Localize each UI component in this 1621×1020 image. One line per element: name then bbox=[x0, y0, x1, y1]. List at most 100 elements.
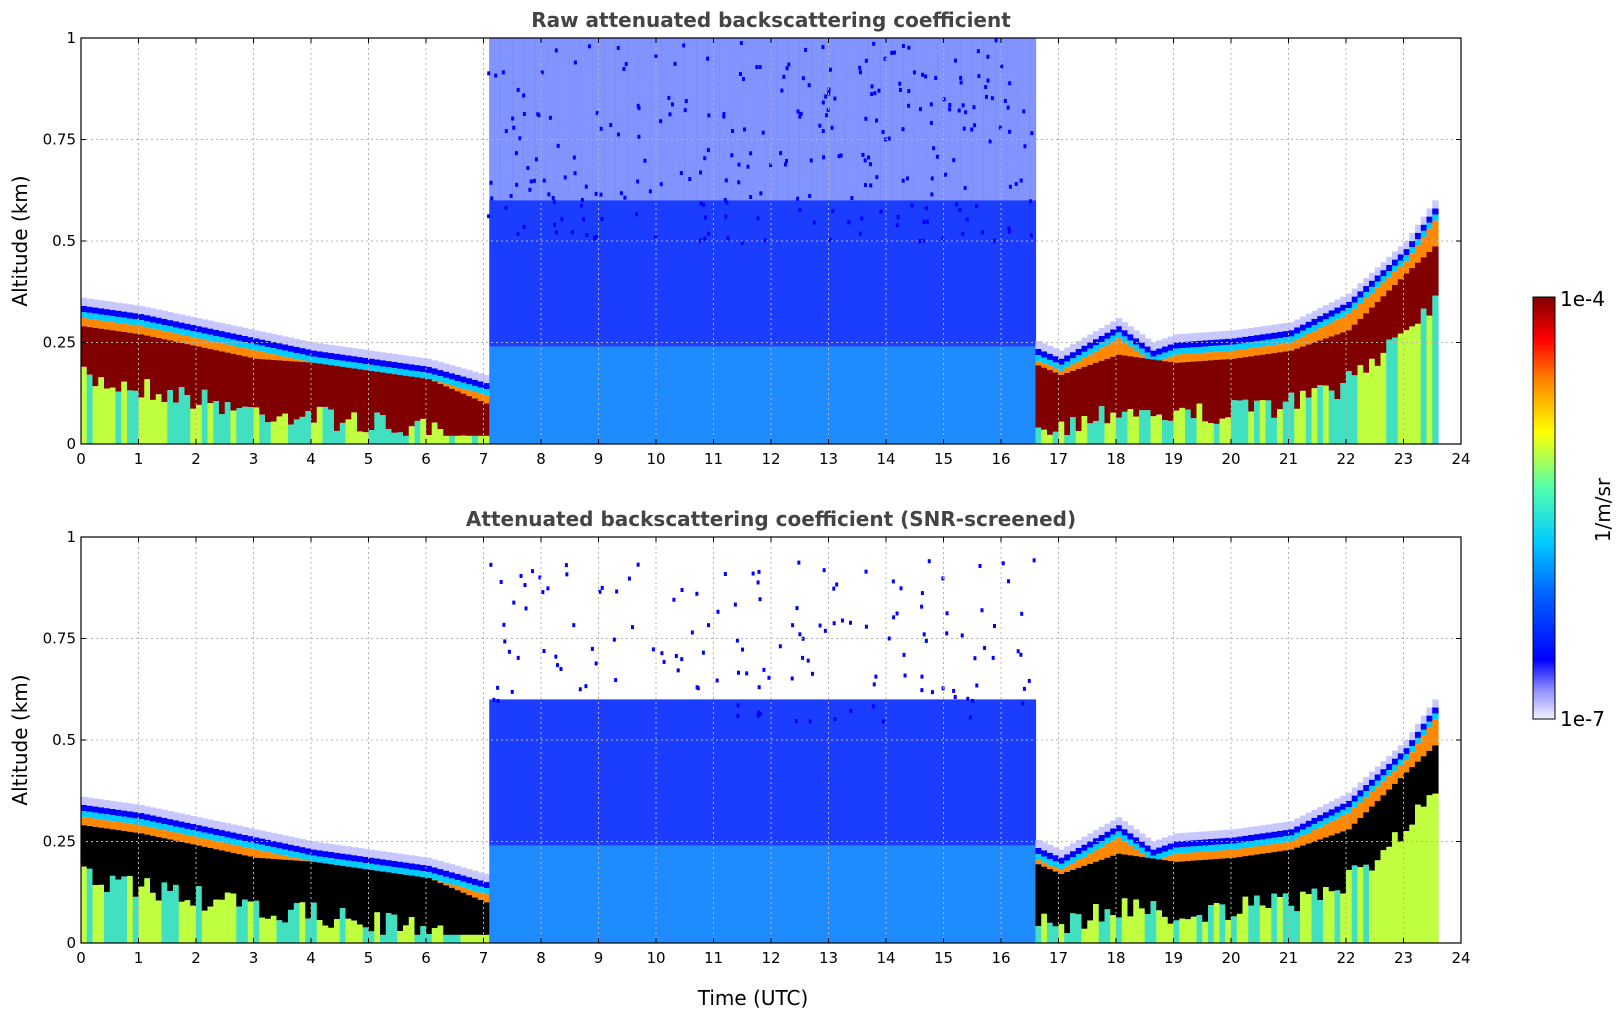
noise-speckle bbox=[559, 666, 563, 671]
daytime-noise-cell bbox=[587, 38, 594, 347]
layer-edge-cell bbox=[1300, 823, 1307, 830]
noise-speckle bbox=[973, 123, 977, 128]
daytime-low-cell bbox=[805, 845, 812, 943]
noise-speckle bbox=[903, 38, 910, 201]
noise-speckle bbox=[828, 38, 835, 201]
layer-edge-cell bbox=[1248, 841, 1255, 848]
layer-edge-cell bbox=[483, 395, 490, 404]
daytime-low-cell bbox=[719, 346, 726, 444]
layer-edge-cell bbox=[1087, 342, 1094, 349]
colorbar-min-label: 1e-7 bbox=[1560, 707, 1605, 731]
high-signal-cell bbox=[1167, 860, 1175, 924]
daytime-low-cell bbox=[868, 346, 876, 444]
layer-edge-cell bbox=[391, 361, 398, 369]
layer-edge-cell bbox=[219, 343, 226, 352]
daytime-low-cell bbox=[702, 346, 709, 444]
layer-edge-cell bbox=[1047, 852, 1054, 859]
noise-speckle bbox=[822, 568, 826, 573]
halo-cell bbox=[1098, 826, 1106, 836]
layer-edge-cell bbox=[132, 818, 140, 825]
halo-cell bbox=[1300, 316, 1307, 325]
noise-speckle bbox=[944, 172, 948, 177]
daytime-low-cell bbox=[788, 845, 795, 943]
noise-speckle bbox=[487, 214, 491, 219]
noise-speckle bbox=[590, 646, 594, 651]
halo-cell bbox=[420, 856, 427, 866]
halo-cell bbox=[1185, 832, 1192, 841]
noise-speckle bbox=[991, 655, 995, 660]
layer-edge-cell bbox=[1110, 341, 1117, 357]
layer-edge-cell bbox=[483, 383, 490, 390]
layer-edge-cell bbox=[368, 358, 375, 365]
layer-edge-cell bbox=[431, 879, 439, 881]
halo-cell bbox=[1047, 844, 1054, 853]
daytime-noise-cell bbox=[604, 699, 611, 846]
daytime-noise-cell bbox=[719, 38, 726, 347]
noise-speckle bbox=[638, 38, 646, 201]
daytime-noise-cell bbox=[817, 38, 824, 347]
noise-speckle bbox=[546, 586, 550, 591]
layer-edge-cell bbox=[236, 833, 243, 840]
halo-cell bbox=[1041, 842, 1048, 851]
layer-edge-cell bbox=[92, 818, 99, 827]
layer-edge-cell bbox=[1334, 313, 1341, 320]
noise-speckle bbox=[659, 182, 663, 187]
layer-edge-cell bbox=[1047, 353, 1054, 360]
noise-speckle bbox=[759, 711, 763, 716]
high-signal-cell bbox=[339, 865, 347, 909]
high-signal-cell bbox=[1259, 853, 1267, 906]
x-tick-label: 19 bbox=[1164, 949, 1183, 967]
layer-edge-cell bbox=[1179, 841, 1186, 848]
daytime-noise-cell bbox=[725, 38, 732, 347]
high-signal-cell bbox=[420, 378, 427, 419]
daytime-noise-cell bbox=[949, 699, 956, 846]
daytime-low-cell bbox=[598, 346, 605, 444]
layer-edge-cell bbox=[207, 328, 214, 335]
halo-cell bbox=[374, 351, 381, 360]
daytime-low-cell bbox=[909, 346, 916, 444]
surface-cell bbox=[1093, 904, 1100, 943]
daytime-low-cell bbox=[983, 346, 991, 444]
daytime-low-cell bbox=[978, 346, 985, 444]
noise-speckle bbox=[722, 114, 726, 119]
halo-cell bbox=[1219, 830, 1226, 839]
daytime-low-cell bbox=[667, 845, 674, 943]
noise-speckle bbox=[703, 156, 707, 161]
daytime-noise-cell bbox=[690, 699, 697, 846]
high-signal-cell bbox=[1087, 863, 1094, 921]
halo-cell bbox=[1162, 338, 1169, 347]
daytime-low-cell bbox=[587, 346, 594, 444]
layer-edge-cell bbox=[385, 860, 393, 867]
daytime-low-cell bbox=[518, 845, 525, 943]
layer-edge-cell bbox=[483, 882, 490, 889]
surface-cell bbox=[288, 909, 295, 943]
layer-edge-cell bbox=[362, 364, 370, 371]
layer-edge-cell bbox=[1392, 770, 1399, 784]
layer-edge-cell bbox=[1328, 821, 1336, 836]
halo-cell bbox=[219, 323, 226, 332]
high-signal-cell bbox=[311, 861, 318, 903]
layer-edge-cell bbox=[408, 863, 416, 870]
halo-cell bbox=[1035, 340, 1042, 349]
noise-speckle bbox=[945, 611, 949, 616]
layer-edge-cell bbox=[224, 843, 232, 852]
noise-speckle bbox=[619, 191, 623, 196]
halo-cell bbox=[483, 374, 490, 384]
layer-edge-cell bbox=[362, 863, 370, 870]
noise-speckle bbox=[614, 678, 618, 683]
layer-edge-cell bbox=[426, 871, 433, 879]
daytime-low-cell bbox=[955, 845, 962, 943]
layer-edge-cell bbox=[265, 839, 272, 846]
layer-edge-cell bbox=[391, 860, 398, 868]
daytime-noise-cell bbox=[644, 699, 651, 846]
layer-edge-cell bbox=[1346, 813, 1353, 830]
layer-edge-cell bbox=[1374, 281, 1382, 288]
layer-edge-cell bbox=[1397, 753, 1405, 760]
noise-speckle bbox=[615, 38, 623, 201]
surface-cell bbox=[201, 910, 209, 943]
layer-edge-cell bbox=[1340, 815, 1347, 832]
high-signal-cell bbox=[1139, 856, 1146, 909]
high-signal-cell bbox=[1420, 756, 1428, 807]
layer-edge-cell bbox=[385, 361, 393, 368]
noise-speckle bbox=[604, 38, 611, 201]
